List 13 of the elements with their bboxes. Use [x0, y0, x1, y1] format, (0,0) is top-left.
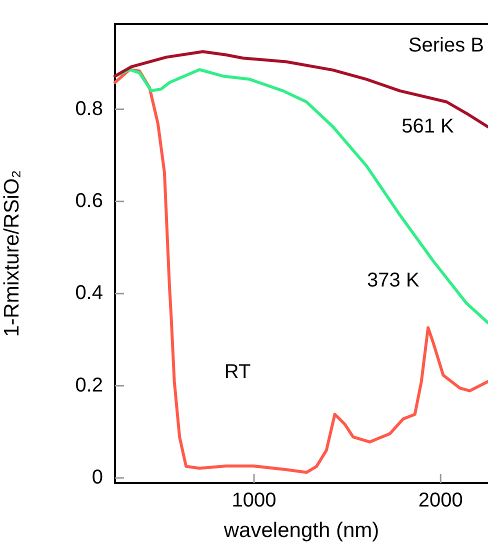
text: RT — [224, 360, 251, 383]
x-tick-label: 2000 — [418, 490, 463, 512]
series-label: 561 K — [402, 115, 455, 138]
x-axis-title: wavelength (nm) — [222, 519, 380, 542]
y-tick-label: 0.6 — [75, 190, 103, 212]
y-tick-label: 0.2 — [75, 374, 103, 396]
annotation: Series B — [408, 34, 484, 57]
y-axis-title: 1-Rmixture/RSiO₂ — [0, 170, 24, 337]
y-tick-label: 0.8 — [75, 98, 103, 120]
y-tick-label: 0 — [92, 466, 103, 488]
y-tick-label: 0.4 — [75, 282, 103, 304]
x-tick-label: 1000 — [232, 490, 276, 512]
series-label: 373 K — [367, 269, 420, 292]
